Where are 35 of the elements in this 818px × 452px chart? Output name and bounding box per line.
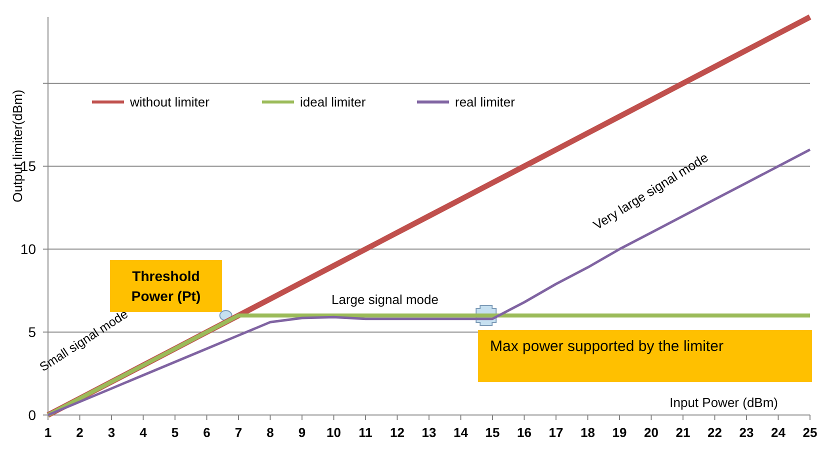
legend-label: ideal limiter (300, 94, 366, 110)
x-tick-label: 21 (676, 425, 690, 440)
x-tick-label: 25 (802, 425, 818, 440)
x-tick-label: 23 (739, 425, 754, 440)
x-tick-label: 24 (771, 425, 786, 440)
x-tick-label: 8 (266, 425, 274, 440)
x-tick-label: 12 (390, 425, 404, 440)
x-tick-label: 15 (485, 425, 500, 440)
x-tick-label: 22 (708, 425, 722, 440)
y-tick-label: 0 (28, 406, 36, 423)
x-tick-label: 5 (171, 425, 179, 440)
x-tick-label: 20 (644, 425, 658, 440)
x-tick-label: 3 (108, 425, 116, 440)
x-tick-label: 13 (422, 425, 436, 440)
x-tick-label: 2 (76, 425, 84, 440)
x-tick-label: 14 (454, 425, 469, 440)
x-tick-label: 6 (203, 425, 210, 440)
x-tick-label: 9 (298, 425, 306, 440)
x-tick-label: 17 (548, 425, 564, 440)
y-tick-label: 10 (20, 241, 36, 258)
x-tick-label: 10 (326, 425, 341, 440)
x-tick-label: 4 (140, 425, 148, 440)
x-axis-title: Input Power (dBm) (670, 395, 778, 410)
x-tick-label: 7 (234, 425, 242, 440)
annotation: Max power supported by the limiter (490, 338, 724, 355)
x-tick-label: 16 (517, 425, 532, 440)
x-tick-label: 19 (612, 425, 627, 440)
x-tick-label: 1 (44, 425, 52, 440)
annotation: Large signal mode (332, 292, 438, 307)
x-tick-label: 11 (358, 425, 372, 440)
legend-label: without limiter (129, 94, 210, 110)
x-tick-label: 18 (580, 425, 595, 440)
y-tick-label: 5 (28, 324, 36, 340)
annotation: Threshold Power (Pt) (131, 268, 201, 304)
legend-label: real limiter (455, 94, 516, 110)
